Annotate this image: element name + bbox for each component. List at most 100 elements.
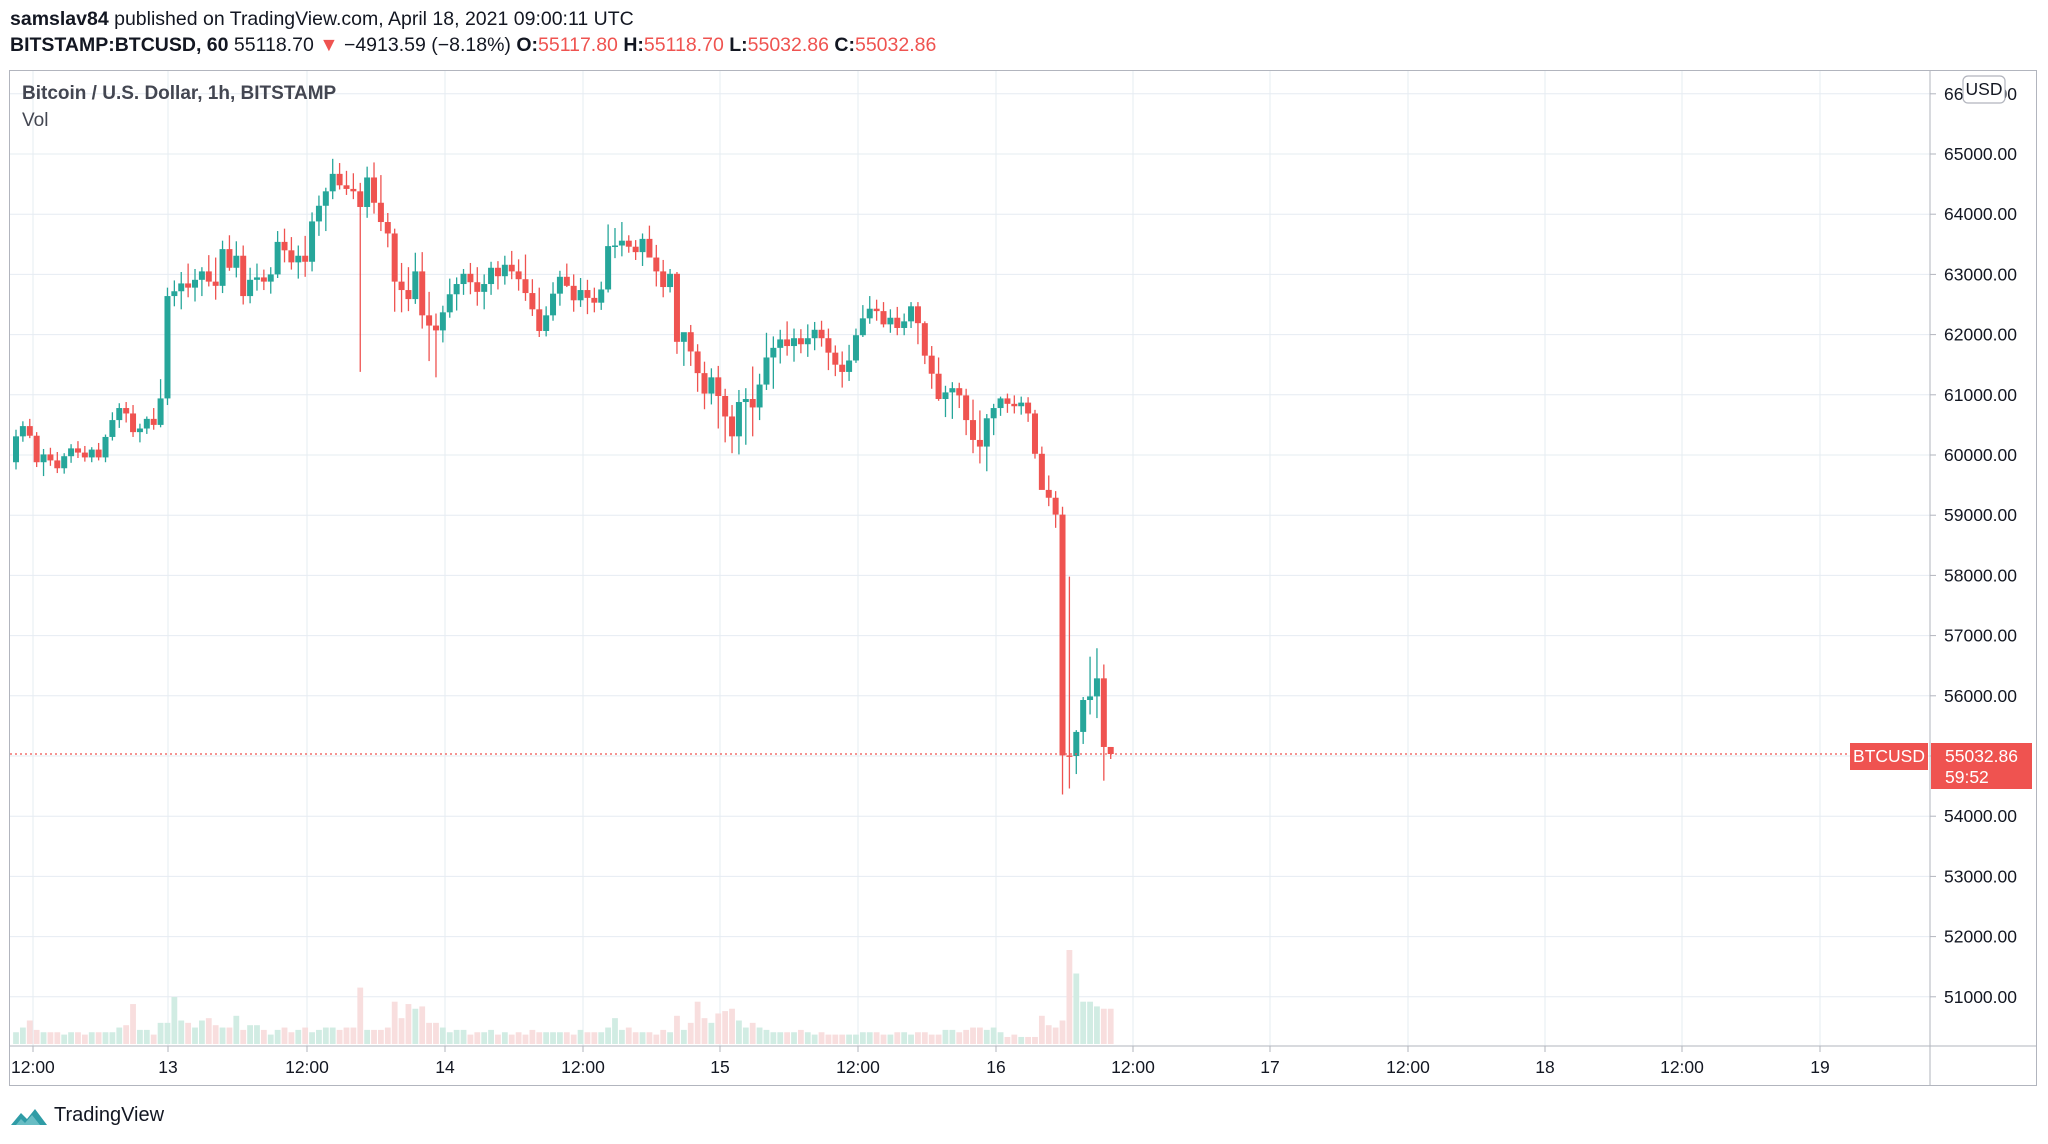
candle: [735, 389, 742, 455]
volume-bar: [708, 1022, 715, 1044]
volume-bar: [398, 1018, 405, 1044]
candle-body: [797, 338, 804, 345]
volume-bar: [880, 1034, 887, 1044]
chart-frame: [9, 70, 2037, 1086]
volume-bar: [804, 1032, 811, 1044]
volume-bar: [267, 1034, 274, 1044]
candle: [439, 305, 446, 343]
volume-bar: [19, 1027, 26, 1044]
volume-bar: [756, 1027, 763, 1044]
candle-body: [832, 352, 839, 365]
candle: [185, 263, 192, 298]
volume-bar: [1073, 973, 1080, 1044]
candle: [956, 382, 963, 409]
candle-body: [81, 452, 88, 458]
candle-body: [818, 329, 825, 339]
high-label: H:: [623, 34, 644, 56]
volume-bar: [522, 1034, 529, 1044]
volume-bar: [357, 987, 364, 1044]
candle-body: [880, 311, 887, 325]
candle-body: [639, 238, 646, 253]
volume-bar: [543, 1032, 550, 1044]
candle-body: [667, 273, 674, 288]
candle: [405, 267, 412, 312]
candle-body: [439, 312, 446, 331]
candlesticks: [13, 158, 1114, 795]
candle: [852, 328, 859, 363]
candle-body: [811, 329, 818, 339]
candle-body: [412, 271, 419, 300]
change-arrow: ▼: [319, 34, 339, 56]
candle-body: [543, 315, 550, 331]
candle-body: [598, 289, 605, 303]
volume-bar: [770, 1032, 777, 1044]
candle-body: [611, 245, 618, 248]
volume-bar: [1032, 1036, 1038, 1044]
candle-body: [770, 347, 777, 358]
candle-body: [26, 426, 33, 436]
volume-bar: [557, 1032, 563, 1044]
candle: [171, 280, 178, 307]
candle: [591, 287, 598, 313]
volume-bar: [81, 1034, 88, 1044]
volume-bar: [694, 1001, 701, 1044]
candle-body: [1087, 696, 1094, 701]
currency-label: USD: [1966, 79, 2003, 99]
volume-bar: [116, 1027, 123, 1044]
candle-body: [584, 290, 591, 298]
price-axis[interactable]: 51000.0052000.0053000.0054000.0055000.00…: [1930, 84, 2017, 1007]
candle-body: [253, 277, 260, 280]
candle: [1080, 697, 1087, 744]
candle: [1100, 664, 1107, 781]
candle: [54, 451, 61, 474]
volume-bar: [198, 1020, 205, 1044]
candle: [364, 166, 371, 218]
candle-body: [625, 240, 632, 247]
candle: [398, 262, 405, 313]
candle: [550, 282, 557, 321]
candle: [205, 255, 212, 287]
volume-legend[interactable]: Vol: [22, 110, 49, 131]
volume-bar: [722, 1011, 729, 1044]
series-title[interactable]: Bitcoin / U.S. Dollar, 1h, BITSTAMP: [22, 83, 337, 104]
candle: [556, 270, 563, 306]
currency-button[interactable]: USD: [1962, 75, 2006, 104]
candle: [529, 279, 536, 316]
candle: [1031, 409, 1038, 459]
candle: [598, 281, 605, 310]
candle: [1038, 446, 1045, 490]
candle: [563, 263, 570, 288]
time-tick-label: 15: [710, 1057, 729, 1077]
brand-name[interactable]: TradingView: [54, 1104, 165, 1126]
candle: [839, 351, 846, 388]
volume-bar: [632, 1032, 639, 1044]
volume-bar: [75, 1032, 81, 1044]
candle-body: [460, 273, 467, 285]
candle: [570, 274, 577, 312]
publisher-name[interactable]: samslav84: [10, 8, 109, 30]
candle: [866, 296, 873, 324]
price-tick-label: 51000.00: [1944, 987, 2017, 1007]
candle: [178, 271, 185, 310]
chart-header: samslav84 published on TradingView.com, …: [10, 6, 2030, 58]
candle-body: [942, 392, 949, 400]
candle-body: [364, 177, 371, 207]
time-axis[interactable]: 12:00 13 12:00 14 12:00 15 12:00 16 12:00 17 12:00…: [11, 1046, 1830, 1077]
price-tick-label: 64000.00: [1944, 204, 2017, 224]
volume-bar: [1066, 950, 1073, 1044]
candle: [384, 212, 391, 248]
candle: [908, 302, 915, 328]
candle: [701, 361, 708, 410]
candle-body: [852, 335, 859, 361]
volume-bar: [1087, 1001, 1093, 1044]
candle: [873, 299, 880, 321]
volume-bar: [859, 1032, 866, 1044]
candle: [653, 244, 660, 287]
candle-body: [219, 249, 226, 286]
tradingview-logo-icon[interactable]: [10, 1105, 48, 1127]
volume-bar: [33, 1029, 40, 1044]
candle-body: [95, 449, 102, 458]
candle-body: [467, 273, 474, 283]
candle-body: [976, 439, 983, 447]
